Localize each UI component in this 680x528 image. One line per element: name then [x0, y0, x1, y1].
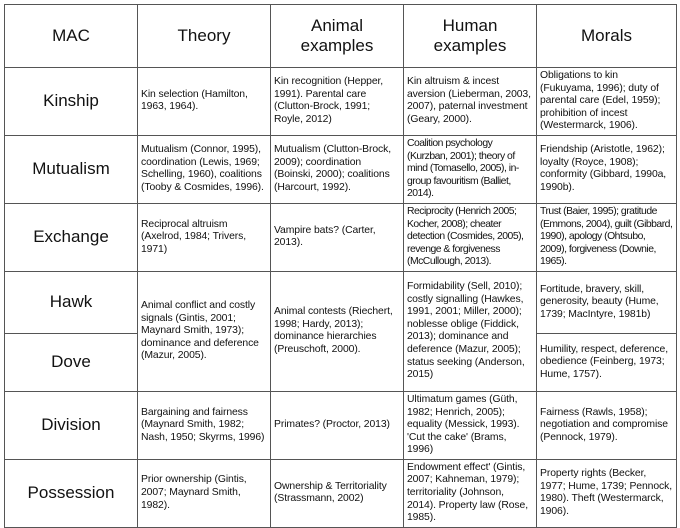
header-mac: MAC: [4, 4, 138, 68]
human-cell-possession: Endowment effect' (Gintis, 2007; Kahnema…: [403, 458, 537, 528]
row-label-exchange: Exchange: [4, 202, 138, 272]
animal-cell-exchange: Vampire bats? (Carter, 2013).: [270, 202, 404, 272]
row-label-possession: Possession: [4, 458, 138, 528]
row-label-division: Division: [4, 390, 138, 460]
morals-cell-mutualism: Friendship (Aristotle, 1962); loyalty (R…: [536, 134, 677, 204]
table-row-division: Division Bargaining and fairness (Maynar…: [4, 390, 677, 460]
theory-cell-hawk-dove: Animal conflict and costly signals (Gint…: [137, 270, 271, 392]
animal-cell-possession: Ownership & Territoriality (Strassmann, …: [270, 458, 404, 528]
human-cell-exchange: Reciprocity (Henrich 2005; Kocher, 2008)…: [403, 202, 537, 272]
header-human-examples: Human examples: [403, 4, 537, 68]
header-animal-examples: Animal examples: [270, 4, 404, 68]
human-cell-mutualism: Coalition psychology (Kurzban, 2001); th…: [403, 134, 537, 204]
human-cell-kinship: Kin altruism & incest aversion (Lieberma…: [403, 67, 537, 136]
table-row-possession: Possession Prior ownership (Gintis, 2007…: [4, 458, 677, 528]
morals-cell-kinship: Obligations to kin (Fukuyama, 1996); dut…: [536, 67, 677, 136]
human-cell-hawk-dove: Formidability (Sell, 2010); costly signa…: [403, 270, 537, 392]
table-row-kinship: Kinship Kin selection (Hamilton, 1963, 1…: [4, 67, 677, 136]
theory-cell-possession: Prior ownership (Gintis, 2007; Maynard S…: [137, 458, 271, 528]
row-label-kinship: Kinship: [4, 67, 138, 136]
theory-cell-mutualism: Mutualism (Connor, 1995), coordination (…: [137, 134, 271, 204]
morals-cell-possession: Property rights (Becker, 1977; Hume, 173…: [536, 458, 677, 528]
theory-cell-kinship: Kin selection (Hamilton, 1963, 1964).: [137, 67, 271, 136]
morals-cell-hawk: Fortitude, bravery, skill, generosity, b…: [536, 270, 677, 334]
human-cell-division: Ultimatum games (Güth, 1982; Henrich, 20…: [403, 390, 537, 460]
row-label-mutualism: Mutualism: [4, 134, 138, 204]
morals-cell-exchange: Trust (Baier, 1995); gratitude (Emmons, …: [536, 202, 677, 272]
header-row: MAC Theory Animal examples Human example…: [4, 4, 677, 68]
table-row-dove: Dove Humility, respect, deference, obedi…: [4, 332, 677, 392]
table-row-exchange: Exchange Reciprocal altruism (Axelrod, 1…: [4, 202, 677, 272]
morals-cell-dove: Humility, respect, deference, obedience …: [536, 332, 677, 392]
animal-cell-mutualism: Mutualism (Clutton-Brock, 2009); coordin…: [270, 134, 404, 204]
animal-cell-kinship: Kin recognition (Hepper, 1991). Parental…: [270, 67, 404, 136]
header-theory: Theory: [137, 4, 271, 68]
header-morals: Morals: [536, 4, 677, 68]
morals-cell-division: Fairness (Rawls, 1958); negotiation and …: [536, 390, 677, 460]
animal-cell-division: Primates? (Proctor, 2013): [270, 390, 404, 460]
row-label-dove: Dove: [4, 332, 138, 392]
mac-table-container: MAC Theory Animal examples Human example…: [4, 4, 677, 528]
animal-cell-hawk-dove: Animal contests (Riechert, 1998; Hardy, …: [270, 270, 404, 392]
theory-cell-exchange: Reciprocal altruism (Axelrod, 1984; Triv…: [137, 202, 271, 272]
mac-table: MAC Theory Animal examples Human example…: [4, 4, 677, 528]
table-row-mutualism: Mutualism Mutualism (Connor, 1995), coor…: [4, 134, 677, 204]
row-label-hawk: Hawk: [4, 270, 138, 334]
table-row-hawk: Hawk Animal conflict and costly signals …: [4, 270, 677, 392]
theory-cell-division: Bargaining and fairness (Maynard Smith, …: [137, 390, 271, 460]
